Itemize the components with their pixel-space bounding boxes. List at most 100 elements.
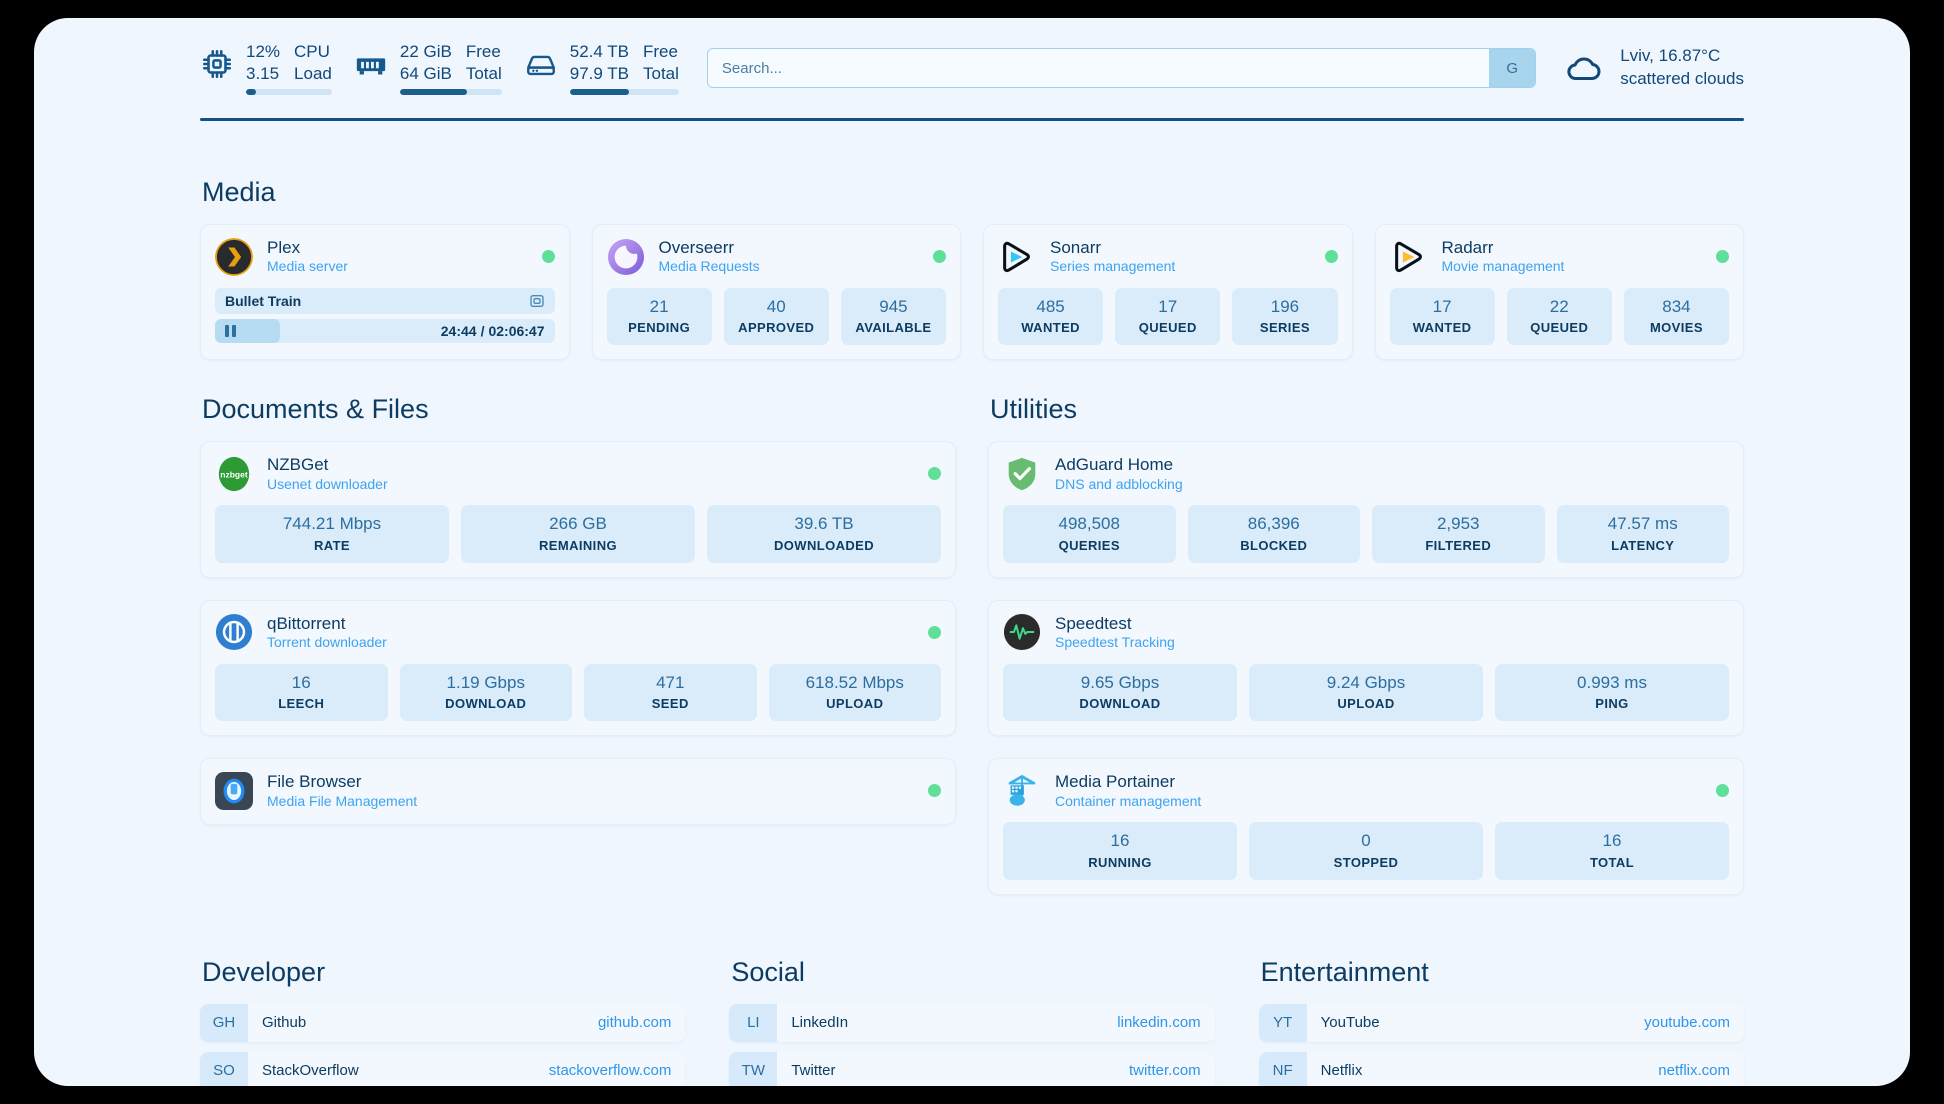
stat-tile[interactable]: 86,396 BLOCKED xyxy=(1187,505,1360,563)
stat-tile-label: AVAILABLE xyxy=(855,320,932,336)
stat-value: 64 GiB xyxy=(399,63,452,83)
stat-tile-value: 9.24 Gbps xyxy=(1326,672,1406,692)
stat-tile-value: 16 xyxy=(1110,831,1130,851)
bookmark-abbr: NF xyxy=(1258,1051,1307,1086)
service-card[interactable]: qBittorrent Torrent downloader 16 LEECH 1.19… xyxy=(200,599,956,737)
stat-tile-label: WANTED xyxy=(1412,320,1472,336)
stat-tile[interactable]: 2,953 FILTERED xyxy=(1372,505,1545,563)
stat-tile[interactable]: 0 STOPPED xyxy=(1249,822,1483,880)
search-input[interactable] xyxy=(707,49,1490,87)
header-divider xyxy=(200,118,1744,121)
overseerr-icon xyxy=(607,238,645,276)
ram-icon xyxy=(354,47,388,81)
search-box[interactable]: G xyxy=(706,48,1537,88)
service-card[interactable]: AdGuard Home DNS and adblocking 498,508 QUE… xyxy=(988,441,1744,578)
stat-tile[interactable]: 744.21 Mbps RATE xyxy=(215,505,449,563)
stat-tile-value: 618.52 Mbps xyxy=(805,672,904,692)
stat-label: Free xyxy=(465,41,501,61)
filebrowser-icon xyxy=(215,771,253,810)
service-card[interactable]: Sonarr Series management 485 WANTED 17 QUEUED… xyxy=(983,224,1353,361)
bookmark-item[interactable]: LI LinkedIn linkedin.com xyxy=(729,1003,1215,1042)
adguard-icon xyxy=(1003,455,1041,493)
nzbget-icon: nzbget xyxy=(215,455,253,493)
bookmark-item[interactable]: TW Twitter twitter.com xyxy=(729,1051,1215,1086)
service-card[interactable]: Speedtest Speedtest Tracking 9.65 Gbps DOWN… xyxy=(988,599,1744,737)
bookmark-url: github.com xyxy=(597,1014,672,1032)
stat-tile[interactable]: 17 QUEUED xyxy=(1115,288,1221,346)
stat-tiles: 498,508 QUERIES 86,396 BLOCKED 2,953 FILTERED… xyxy=(1003,505,1729,563)
stat-tile-label: LEECH xyxy=(278,696,325,712)
stat-tile-label: LATENCY xyxy=(1611,537,1675,553)
stat-tile[interactable]: 498,508 QUERIES xyxy=(1003,505,1176,563)
stat-tiles: 17 WANTED 22 QUEUED 834 MOVIES xyxy=(1389,288,1730,346)
service-card[interactable]: Plex Media server Bullet Train 24:44/02:06:… xyxy=(200,224,570,361)
service-subtitle: Usenet downloader xyxy=(267,475,388,492)
stat-tile[interactable]: 21 PENDING xyxy=(606,288,712,346)
bookmark-abbr: SO xyxy=(200,1051,248,1086)
stat-tile[interactable]: 39.6 TB DOWNLOADED xyxy=(707,505,941,563)
stat-tile[interactable]: 485 WANTED xyxy=(998,288,1104,346)
service-card-header: qBittorrent Torrent downloader xyxy=(215,613,941,652)
stat-tile-value: 47.57 ms xyxy=(1607,514,1678,534)
playback-duration: 02:06:47 xyxy=(488,323,545,340)
service-card[interactable]: nzbget NZBGet Usenet downloader 744.21 Mbps… xyxy=(200,441,956,578)
search-provider-button[interactable]: G xyxy=(1489,49,1536,87)
stat-tile-value: 0 xyxy=(1361,831,1371,851)
stat-label: Total xyxy=(643,63,679,83)
weather-widget: Lviv, 16.87°C scattered clouds xyxy=(1564,45,1744,91)
stat-tile[interactable]: 16 RUNNING xyxy=(1003,822,1237,880)
section-title-documents: Documents & Files xyxy=(202,394,429,425)
stat-tile[interactable]: 618.52 Mbps UPLOAD xyxy=(768,663,941,722)
stat-tile[interactable]: 22 QUEUED xyxy=(1506,288,1612,346)
bookmark-group-title: Entertainment xyxy=(1260,956,1429,987)
service-card[interactable]: Radarr Movie management 17 WANTED 22 QUEUED 83… xyxy=(1374,224,1744,361)
now-playing-row: Bullet Train xyxy=(215,288,555,315)
bookmark-item[interactable]: YT YouTube youtube.com xyxy=(1258,1003,1744,1042)
stat-tile-value: 196 xyxy=(1270,297,1300,317)
stat-tile[interactable]: 471 SEED xyxy=(584,663,757,722)
service-card[interactable]: Media Portainer Container management 16 RUN… xyxy=(988,758,1744,895)
stat-tile-label: APPROVED xyxy=(738,320,815,336)
bookmark-item[interactable]: GH Github github.com xyxy=(200,1003,686,1042)
service-card[interactable]: File Browser Media File Management xyxy=(200,758,956,826)
service-card[interactable]: Overseerr Media Requests 21 PENDING 40 APPROV… xyxy=(591,224,961,361)
stat-tile[interactable]: 16 TOTAL xyxy=(1495,822,1729,880)
service-subtitle: Media server xyxy=(267,258,348,275)
playback-progress-bar[interactable]: 24:44/02:06:47 xyxy=(215,319,555,344)
stat-tile[interactable]: 0.993 ms PING xyxy=(1495,663,1729,722)
stat-progress-bar xyxy=(246,89,332,96)
service-subtitle: Speedtest Tracking xyxy=(1055,634,1175,651)
bookmark-name: Netflix xyxy=(1320,1062,1363,1080)
stat-progress-bar xyxy=(569,89,679,96)
stat-tile-value: 834 xyxy=(1662,297,1691,317)
stat-tile[interactable]: 834 MOVIES xyxy=(1623,288,1730,346)
cpu-icon xyxy=(200,47,234,81)
cast-icon[interactable] xyxy=(529,293,545,309)
playback-elapsed: 24:44 xyxy=(440,323,477,340)
stat-tile-label: QUERIES xyxy=(1058,537,1120,553)
stat-tile[interactable]: 16 LEECH xyxy=(215,663,388,722)
pause-icon[interactable] xyxy=(225,325,236,338)
stat-tile[interactable]: 47.57 ms LATENCY xyxy=(1556,505,1729,563)
bookmark-abbr: TW xyxy=(729,1051,778,1086)
cloud-icon xyxy=(1564,47,1606,89)
stat-value: 52.4 TB xyxy=(569,41,629,61)
stat-tile[interactable]: 196 SERIES xyxy=(1232,288,1338,346)
now-playing-title: Bullet Train xyxy=(225,293,302,310)
service-card-header: Sonarr Series management xyxy=(998,237,1338,276)
stat-tile-value: 16 xyxy=(1602,831,1622,851)
service-subtitle: Media Requests xyxy=(658,258,760,275)
stat-tile[interactable]: 945 AVAILABLE xyxy=(840,288,947,346)
stat-tile[interactable]: 40 APPROVED xyxy=(723,288,829,346)
stat-tile[interactable]: 1.19 Gbps DOWNLOAD xyxy=(399,663,572,722)
status-indicator xyxy=(541,250,555,264)
stat-tile[interactable]: 9.65 Gbps DOWNLOAD xyxy=(1003,663,1237,722)
bookmark-item[interactable]: SO StackOverflow stackoverflow.com xyxy=(200,1051,686,1086)
stat-tile-label: RATE xyxy=(313,537,351,553)
stat-tile[interactable]: 17 WANTED xyxy=(1389,288,1495,346)
status-indicator xyxy=(1716,250,1729,264)
stat-tile[interactable]: 9.24 Gbps UPLOAD xyxy=(1249,663,1483,722)
bookmark-list: GH Github github.com SO StackOverflow stackov… xyxy=(200,1003,686,1086)
bookmark-item[interactable]: NF Netflix netflix.com xyxy=(1258,1051,1744,1086)
stat-tile[interactable]: 266 GB REMAINING xyxy=(461,505,695,563)
